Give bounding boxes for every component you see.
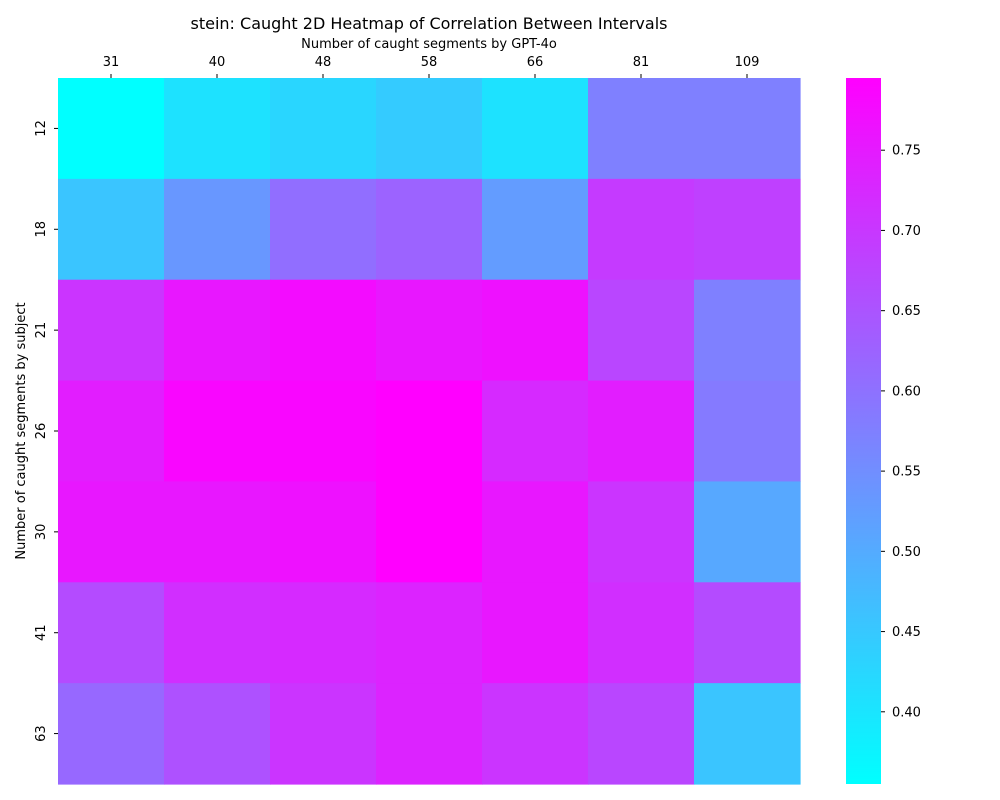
heatmap-cell [270,178,377,281]
colorbar [846,78,881,784]
x-tick-label: 58 [421,55,438,70]
heatmap-cell [588,78,695,180]
heatmap-cell [694,380,801,483]
colorbar-ticks: 0.40 0.45 0.50 0.55 0.60 0.65 0.70 0.75 [881,144,921,720]
heatmap-cell [482,481,589,583]
colorbar-tick-label: 0.75 [892,144,921,159]
heatmap-cell [588,582,695,684]
y-tick-label: 18 [34,221,49,238]
heatmap-cell [694,481,801,583]
colorbar-tick-label: 0.50 [892,545,921,560]
heatmap-cell [164,683,271,785]
heatmap-cell [58,380,165,483]
heatmap-cell [270,582,377,684]
heatmap-cell [164,380,271,483]
y-tick-label: 26 [34,423,49,440]
colorbar-tick-label: 0.70 [892,224,921,239]
heatmap-cell [58,279,165,382]
y-tick-label: 41 [34,624,49,641]
heatmap-cell [482,380,589,483]
heatmap-cell [376,582,483,684]
x-tick-label: 40 [209,55,226,70]
y-tick-label: 63 [34,725,49,742]
y-tick-label: 12 [34,120,49,137]
x-tick-label: 81 [633,55,650,70]
heatmap-cell [482,582,589,684]
colorbar-tick-label: 0.55 [892,465,921,480]
heatmap-cell [694,178,801,281]
heatmap-cell [58,78,165,180]
heatmap-cell [164,178,271,281]
colorbar-tick-label: 0.65 [892,304,921,319]
heatmap-cell [164,582,271,684]
heatmap-cell [58,582,165,684]
x-tick-label: 66 [527,55,544,70]
heatmap-cell [376,279,483,382]
x-tick-label: 31 [103,55,120,70]
heatmap-cell [588,178,695,281]
heatmap-cell [482,78,589,180]
heatmap-cell [164,279,271,382]
heatmap-cell [58,481,165,583]
heatmap-cell [376,178,483,281]
heatmap-cell [482,683,589,785]
y-axis-label: Number of caught segments by subject [14,302,29,559]
heatmap-cell [58,178,165,281]
heatmap-cell [164,78,271,180]
colorbar-tick-label: 0.60 [892,384,921,399]
heatmap-cell [376,683,483,785]
y-tick-label: 21 [34,322,49,339]
colorbar-tick-label: 0.40 [892,705,921,720]
x-axis-label: Number of caught segments by GPT-4o [301,37,557,52]
heatmap-cell [482,178,589,281]
heatmap-cell [694,683,801,785]
heatmap-cell [588,380,695,483]
x-tick-labels: 31 40 48 58 66 81 109 [103,55,760,78]
heatmap-cell [270,279,377,382]
heatmap-cell [694,582,801,684]
heatmap-cell [694,78,801,180]
heatmap-cell [376,78,483,180]
heatmap-cell [588,683,695,785]
heatmap-cell [270,683,377,785]
chart-title: stein: Caught 2D Heatmap of Correlation … [191,14,668,33]
heatmap-cell [58,683,165,785]
heatmap-cell [588,279,695,382]
heatmap-cell [376,380,483,483]
heatmap-cells [58,78,801,785]
heatmap-cell [270,481,377,583]
x-tick-label: 48 [315,55,332,70]
heatmap-cell [376,481,483,583]
y-tick-labels: 12 18 21 26 30 41 63 [34,120,58,742]
heatmap-cell [270,78,377,180]
heatmap-cell [588,481,695,583]
x-tick-label: 109 [735,55,760,70]
heatmap-cell [270,380,377,483]
y-tick-label: 30 [34,524,49,541]
heatmap-cell [164,481,271,583]
heatmap-cell [482,279,589,382]
colorbar-tick-label: 0.45 [892,625,921,640]
heatmap-cell [694,279,801,382]
